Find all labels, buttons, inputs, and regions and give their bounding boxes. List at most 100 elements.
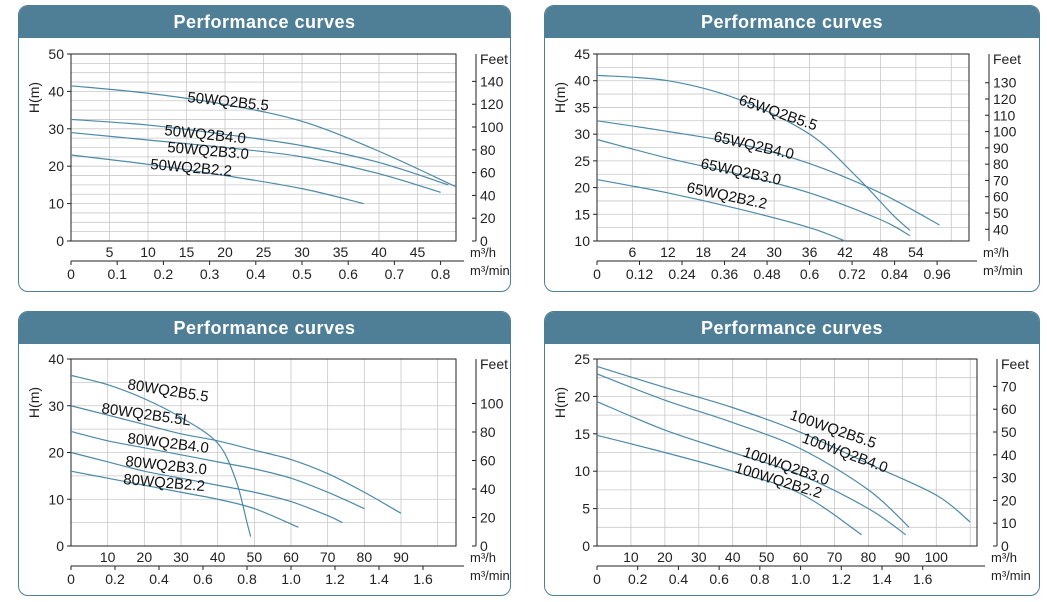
- y-tick-label: 40: [574, 73, 590, 89]
- y-tick-label: 30: [574, 126, 590, 142]
- series-line: [596, 178, 846, 242]
- y2-tick-label: 140: [480, 73, 504, 89]
- chart-panel-65wq: Performance curves 10 15 20 25 30 35 40 45 H(m) F…: [544, 5, 1040, 292]
- x2-tick-label: 1.4: [369, 571, 389, 587]
- y-tick-label: 50: [48, 46, 64, 62]
- x1-tick-label: 54: [908, 244, 924, 260]
- x1-tick-label: 30: [691, 549, 707, 565]
- x1-tick-label: 40: [210, 549, 226, 565]
- series-line: [596, 401, 907, 536]
- grid: [71, 54, 456, 241]
- y-axis-label: H(m): [26, 387, 42, 418]
- y2-tick-label: 0: [480, 538, 488, 554]
- x1-unit-label: m³/h: [470, 245, 496, 260]
- y2-tick-label: 70: [993, 172, 1009, 188]
- series-line: [70, 405, 402, 514]
- chart-panel-50wq: Performance curves 0 10 20 30 40 50 H(m) Feet 0 2…: [18, 5, 511, 292]
- series-line: [596, 120, 940, 226]
- y2-tick-label: 40: [480, 481, 496, 497]
- x2-tick-label: 0.6: [709, 571, 729, 587]
- y-tick-label: 35: [574, 99, 590, 115]
- chart-panel-100wq: Performance curves 0 5 10 15 20 25 H(m) Feet 0 10…: [544, 311, 1040, 596]
- x1-tick-label: 90: [895, 549, 911, 565]
- chart-svg: 1015202530354045H(m)Feet4050607080901001…: [552, 46, 1023, 282]
- y-axis-label: H(m): [552, 82, 568, 113]
- x2-tick-label: 0.6: [338, 266, 358, 282]
- y2-tick-label: 120: [480, 96, 504, 112]
- chart-panel-80wq: Performance curves 0 10 20 30 40 H(m) Feet 0 20 4…: [18, 311, 511, 596]
- x2-tick-label: 0: [593, 266, 601, 282]
- y2-tick-label: 120: [993, 91, 1017, 107]
- grid: [597, 54, 969, 241]
- x1-tick-label: 60: [793, 549, 809, 565]
- x2-tick-label: 0.48: [753, 266, 780, 282]
- x2-tick-label: 1.0: [281, 571, 301, 587]
- series-line: [596, 434, 862, 536]
- panel-header: Performance curves: [545, 312, 1039, 344]
- y-tick-label: 10: [48, 196, 64, 212]
- x2-unit-label: m³/min: [991, 568, 1031, 583]
- y2-tick-label: 80: [480, 424, 496, 440]
- y-tick-label: 0: [56, 233, 64, 249]
- series-line: [70, 374, 252, 537]
- x1-tick-label: 40: [371, 244, 387, 260]
- series-line: [70, 470, 299, 528]
- series-line: [596, 373, 910, 528]
- grid: [71, 359, 456, 546]
- y2-tick-label: 110: [993, 107, 1016, 123]
- x2-tick-label: 0.36: [711, 266, 738, 282]
- y2-tick-label: 130: [993, 75, 1017, 91]
- y2-tick-label: 100: [993, 124, 1017, 140]
- x2-tick-label: 0.4: [246, 266, 266, 282]
- y-tick-label: 20: [574, 388, 590, 404]
- y2-tick-label: 60: [480, 453, 496, 469]
- plot-frame: [596, 53, 970, 242]
- y2-tick-label: 0: [1001, 538, 1009, 554]
- grid: [597, 359, 977, 546]
- x1-tick-label: 30: [294, 244, 310, 260]
- panel-header: Performance curves: [19, 312, 510, 344]
- x2-tick-label: 0.3: [200, 266, 220, 282]
- series-line: [596, 365, 971, 523]
- y2-axis-label: Feet: [1001, 356, 1029, 372]
- x1-tick-label: 12: [660, 244, 676, 260]
- y2-tick-label: 100: [480, 119, 504, 135]
- x1-tick-label: 60: [283, 549, 299, 565]
- x1-tick-label: 48: [873, 244, 889, 260]
- y-tick-label: 0: [56, 538, 64, 554]
- y2-tick-label: 40: [480, 187, 496, 203]
- y-tick-label: 30: [48, 398, 64, 414]
- x1-tick-label: 90: [393, 549, 409, 565]
- x2-tick-label: 0.7: [385, 266, 405, 282]
- plot-frame: [70, 53, 457, 242]
- series-line: [70, 430, 365, 510]
- y2-axis-label: Feet: [480, 51, 508, 67]
- chart-svg: 0 5 10 15 20 25 H(m) Feet 0 10 20 30 40 50 60 70 10 20 30 4…: [552, 351, 1031, 587]
- x2-tick-label: 0.8: [750, 571, 770, 587]
- y-tick-label: 5: [582, 501, 590, 517]
- series-label: 65WQ2B5.5: [737, 92, 820, 135]
- series-label: 50WQ2B5.5: [187, 89, 270, 114]
- x2-tick-label: 0.84: [881, 266, 908, 282]
- y2-tick-label: 30: [1001, 470, 1017, 486]
- y-tick-label: 10: [574, 233, 590, 249]
- x1-tick-label: 20: [137, 549, 153, 565]
- y2-tick-label: 60: [1001, 401, 1017, 417]
- series-line: [70, 131, 441, 193]
- y2-tick-label: 20: [480, 510, 496, 526]
- y-axis-label: H(m): [552, 387, 568, 418]
- y-tick-label: 10: [574, 463, 590, 479]
- x2-tick-label: 1.2: [832, 571, 852, 587]
- x1-tick-label: 10: [100, 549, 116, 565]
- y2-tick-label: 100: [480, 396, 504, 412]
- x2-tick-label: 0: [593, 571, 601, 587]
- x1-tick-label: 50: [759, 549, 775, 565]
- x1-unit-label: m³/h: [991, 550, 1017, 565]
- x2-tick-label: 1.6: [413, 571, 433, 587]
- y2-axis-label: Feet: [480, 356, 508, 372]
- x1-tick-label: 80: [861, 549, 877, 565]
- y-tick-label: 25: [574, 351, 590, 367]
- x2-tick-label: 0.72: [838, 266, 865, 282]
- x2-tick-label: 1.4: [872, 571, 892, 587]
